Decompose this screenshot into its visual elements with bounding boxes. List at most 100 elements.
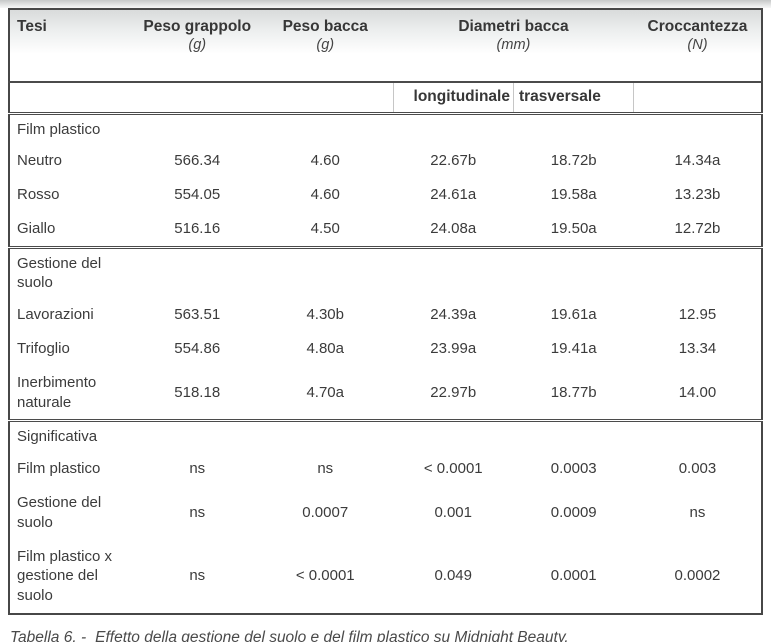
cell-diametro-longitudinale: 24.39a bbox=[430, 306, 477, 324]
header-unit: (g) bbox=[188, 37, 207, 53]
cell-croccantezza: 0.003 bbox=[678, 460, 717, 478]
cell-peso-grappolo: ns bbox=[189, 460, 206, 478]
row-label: Neutro bbox=[17, 152, 63, 170]
cell-peso-grappolo: ns bbox=[189, 503, 206, 521]
cell-peso-bacca: 4.60 bbox=[310, 186, 340, 204]
cell-diametro-trasversale: 0.0009 bbox=[550, 503, 597, 521]
cell-peso-bacca: 4.80a bbox=[306, 340, 344, 358]
cell-croccantezza: 13.23b bbox=[674, 186, 721, 204]
header-unit: (g) bbox=[316, 37, 335, 53]
table-row-inerbimento-naturale: Inerbimento naturale 518.18 4.70a 22.97b… bbox=[9, 366, 762, 421]
header-cell-peso-bacca: Peso bacca (g) bbox=[257, 9, 393, 83]
cell-peso-grappolo: ns bbox=[189, 567, 206, 585]
row-label: Inerbimento naturale bbox=[17, 373, 97, 411]
section-header-row-significativa: Significativa bbox=[9, 419, 762, 453]
cell-peso-bacca: 4.60 bbox=[310, 152, 340, 170]
cell-diametro-trasversale: 18.72b bbox=[550, 152, 597, 170]
row-label: Rosso bbox=[17, 186, 60, 204]
table-header: Tesi Peso grappolo (g) Peso bacca (g) Di… bbox=[9, 9, 762, 115]
cell-peso-grappolo: 554.05 bbox=[174, 186, 221, 204]
table-row-giallo: Giallo 516.16 4.50 24.08a 19.50a 12.72b bbox=[9, 212, 762, 247]
cell-diametro-trasversale: 0.0003 bbox=[550, 460, 597, 478]
header-unit: (N) bbox=[687, 37, 708, 53]
table-row-significativa-film-plastico: Film plastico ns ns < 0.0001 0.0003 0.00… bbox=[9, 452, 762, 486]
table-body: Film plastico Neutro 566.34 4.60 22.67b … bbox=[9, 113, 762, 614]
header-row: Tesi Peso grappolo (g) Peso bacca (g) Di… bbox=[9, 9, 762, 83]
cell-diametro-longitudinale: 24.08a bbox=[430, 219, 477, 237]
header-label: Croccantezza bbox=[647, 18, 748, 35]
cell-diametro-longitudinale: 24.61a bbox=[430, 186, 477, 204]
row-label: Film plastico bbox=[17, 460, 101, 478]
table-row-significativa-gestione-del-suolo: Gestione del suolo ns 0.0007 0.001 0.000… bbox=[9, 486, 762, 540]
cell-diametro-longitudinale: 22.67b bbox=[430, 152, 477, 170]
section-label: Gestione del suolo bbox=[9, 245, 137, 299]
table-row-neutro: Neutro 566.34 4.60 22.67b 18.72b 14.34a bbox=[9, 144, 762, 178]
section-header-row-gestione-del-suolo: Gestione del suolo bbox=[9, 245, 762, 299]
table-row-trifoglio: Trifoglio 554.86 4.80a 23.99a 19.41a 13.… bbox=[9, 332, 762, 366]
cell-peso-bacca: 0.0007 bbox=[302, 503, 349, 521]
section-label: Significativa bbox=[9, 419, 137, 453]
table-row-lavorazioni: Lavorazioni 563.51 4.30b 24.39a 19.61a 1… bbox=[9, 298, 762, 332]
cell-diametro-trasversale: 19.50a bbox=[550, 219, 597, 237]
cell-peso-bacca: ns bbox=[317, 460, 334, 478]
cell-croccantezza: 14.00 bbox=[678, 383, 717, 401]
empty-cell bbox=[137, 419, 762, 453]
cell-peso-grappolo: 563.51 bbox=[174, 306, 221, 324]
cell-diametro-longitudinale: 22.97b bbox=[430, 383, 477, 401]
empty-cell bbox=[137, 245, 762, 299]
cell-diametro-trasversale: 18.77b bbox=[550, 383, 597, 401]
cell-diametro-longitudinale: 23.99a bbox=[430, 340, 477, 358]
cell-diametro-trasversale: 19.58a bbox=[550, 186, 597, 204]
header-cell-croccantezza: Croccantezza (N) bbox=[633, 9, 762, 83]
row-label: Film plastico x gestione del suolo bbox=[17, 547, 113, 605]
page-top-shading bbox=[0, 0, 771, 8]
empty-cell bbox=[9, 82, 137, 115]
cell-peso-grappolo: 518.18 bbox=[174, 383, 221, 401]
header-cell-peso-grappolo: Peso grappolo (g) bbox=[137, 9, 258, 83]
header-cell-tesi: Tesi bbox=[9, 9, 137, 83]
subheader-cell-longitudinale: longitudinale bbox=[392, 82, 514, 115]
cell-croccantezza: 14.34a bbox=[674, 152, 721, 170]
cell-diametro-trasversale: 0.0001 bbox=[550, 567, 597, 585]
subheader-row: longitudinale trasversale bbox=[9, 82, 762, 115]
row-label: Gestione del suolo bbox=[17, 494, 102, 531]
header-label: Diametri bacca bbox=[458, 18, 569, 35]
section-label: Film plastico bbox=[17, 120, 101, 138]
cell-diametro-longitudinale: 0.049 bbox=[434, 567, 472, 585]
cell-peso-grappolo: 516.16 bbox=[174, 219, 221, 237]
empty-cell bbox=[137, 82, 258, 115]
row-label: Giallo bbox=[17, 219, 56, 237]
cell-diametro-trasversale: 19.61a bbox=[550, 306, 597, 324]
table-row-rosso: Rosso 554.05 4.60 24.61a 19.58a 13.23b bbox=[9, 178, 762, 212]
cell-diametro-longitudinale: 0.001 bbox=[434, 503, 472, 521]
cell-croccantezza: 13.34 bbox=[678, 340, 717, 358]
cell-peso-bacca: 4.30b bbox=[306, 306, 344, 324]
cell-diametro-trasversale: 19.41a bbox=[550, 340, 597, 358]
header-cell-diametri-bacca: Diametri bacca (mm) bbox=[393, 9, 634, 83]
cell-peso-grappolo: 554.86 bbox=[174, 340, 221, 358]
cell-croccantezza: 0.0002 bbox=[674, 567, 721, 585]
header-unit: (mm) bbox=[496, 37, 531, 53]
results-table: Tesi Peso grappolo (g) Peso bacca (g) Di… bbox=[8, 8, 763, 616]
header-label: Tesi bbox=[17, 18, 47, 35]
cell-croccantezza: ns bbox=[689, 503, 706, 521]
section-header-row-film-plastico: Film plastico bbox=[9, 113, 762, 144]
cell-diametro-longitudinale: < 0.0001 bbox=[423, 460, 483, 478]
cell-peso-bacca: 4.50 bbox=[310, 219, 340, 237]
row-label: Lavorazioni bbox=[17, 306, 94, 324]
subheader-cell-trasversale: trasversale bbox=[512, 82, 634, 115]
table-caption: Tabella 6. - Effetto della gestione del s… bbox=[10, 629, 763, 642]
empty-cell bbox=[257, 82, 393, 115]
cell-peso-bacca: 4.70a bbox=[306, 383, 344, 401]
empty-cell bbox=[633, 82, 762, 115]
cell-peso-bacca: < 0.0001 bbox=[295, 567, 355, 585]
table-caption-number: Tabella 6. - bbox=[10, 629, 87, 642]
table-caption-text: Effetto della gestione del suolo e del f… bbox=[95, 629, 569, 642]
cell-croccantezza: 12.72b bbox=[674, 219, 721, 237]
table-row-significativa-interazione: Film plastico x gestione del suolo ns < … bbox=[9, 540, 762, 614]
header-label: Peso grappolo bbox=[143, 18, 252, 35]
row-label: Trifoglio bbox=[17, 340, 70, 358]
cell-peso-grappolo: 566.34 bbox=[174, 152, 221, 170]
header-label: Peso bacca bbox=[282, 18, 368, 35]
empty-cell bbox=[137, 113, 762, 144]
